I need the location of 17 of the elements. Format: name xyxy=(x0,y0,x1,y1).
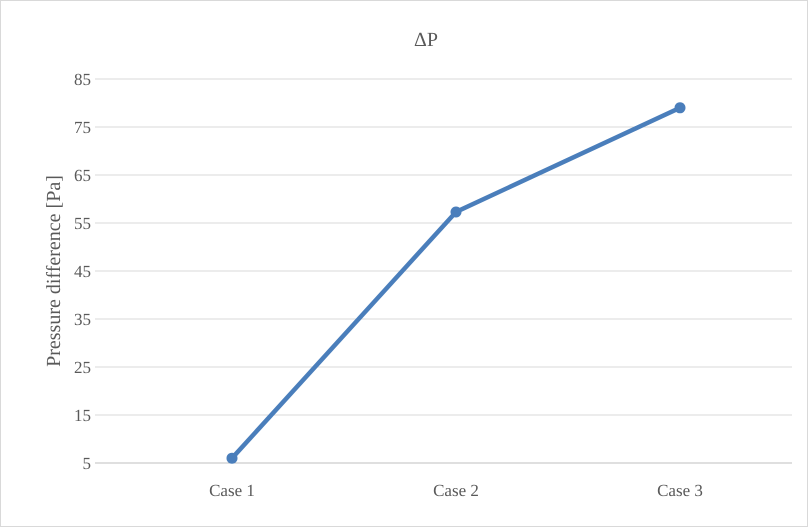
point xyxy=(226,452,238,464)
point xyxy=(674,102,686,114)
y-tick-label: 55 xyxy=(74,214,91,233)
y-tick-label: 5 xyxy=(82,454,91,473)
y-tick-label: 65 xyxy=(74,166,91,185)
y-tick-label: 75 xyxy=(74,118,91,137)
x-tick-label: Case 3 xyxy=(657,481,703,500)
y-tick-label: 45 xyxy=(74,262,91,281)
y-axis-title: Pressure difference [Pa] xyxy=(43,175,65,367)
y-tick-label: 25 xyxy=(74,358,91,377)
y-tick-label: 35 xyxy=(74,310,91,329)
y-tick-label: 15 xyxy=(74,406,91,425)
chart-title: ΔP xyxy=(414,29,438,51)
point xyxy=(450,206,462,218)
x-tick-label: Case 1 xyxy=(209,481,255,500)
y-tick-label: 85 xyxy=(74,70,91,89)
x-tick-label: Case 2 xyxy=(433,481,479,500)
